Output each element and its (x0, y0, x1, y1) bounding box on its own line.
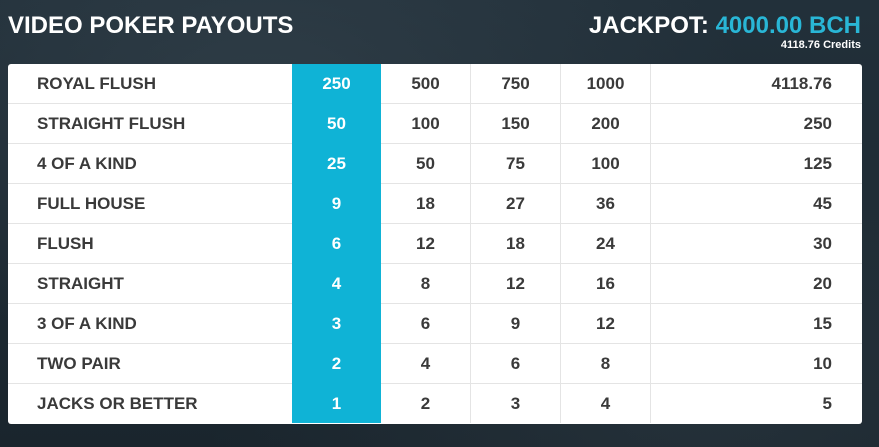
payout-cell: 500 (381, 64, 471, 104)
hand-name: STRAIGHT FLUSH (8, 103, 292, 144)
payout-cell: 12 (560, 303, 651, 344)
jackpot-display: JACKPOT: 4000.00 BCH 4118.76 Credits (589, 12, 861, 51)
hand-name: FLUSH (8, 223, 292, 264)
payout-active-cell: 1 (292, 383, 381, 423)
payout-cell: 8 (560, 343, 651, 384)
payout-max-cell: 250 (650, 103, 862, 144)
payout-max-cell: 5 (822, 393, 832, 413)
payout-cell: 6 (381, 303, 471, 344)
payout-cell: 100 (381, 103, 471, 144)
payout-cell: 3 (470, 383, 561, 423)
page-title: VIDEO POKER PAYOUTS (8, 12, 294, 39)
paytable-row: JACKS OR BETTER 1 2 3 4 5 (8, 383, 862, 423)
payout-cell: 24 (560, 223, 651, 264)
hand-name: 3 OF A KIND (8, 303, 292, 344)
payout-cell: 6 (470, 343, 561, 384)
jackpot-label: JACKPOT: (588, 12, 709, 39)
payout-cell: 1000 (560, 64, 651, 104)
payout-max-cell: 15 (650, 303, 862, 344)
jackpot-line: JACKPOT: 4000.00 BCH (589, 12, 861, 40)
payout-max-cell: 45 (650, 183, 862, 224)
payout-max-cell: 4118.76 (650, 64, 862, 104)
payout-cell: 750 (470, 64, 561, 104)
payout-active-cell: 3 (292, 303, 381, 344)
payout-cell: 2 (381, 383, 471, 423)
paytable-panel: ROYAL FLUSH 250 500 750 1000 4118.76 STRAIGHT … (8, 64, 862, 424)
hand-name: STRAIGHT (8, 263, 292, 304)
payout-cell: 12 (470, 263, 561, 304)
paytable-row: FULL HOUSE 9 18 27 36 45 (8, 183, 862, 224)
payout-active-cell: 9 (292, 183, 381, 224)
payout-cell: 18 (381, 183, 471, 224)
hand-name: 4 OF A KIND (8, 143, 292, 184)
payout-active-cell: 250 (292, 64, 381, 104)
payout-cell: 27 (470, 183, 561, 224)
payout-cell: 50 (381, 143, 471, 184)
jackpot-credits: 4118.76 Credits (780, 39, 861, 51)
paytable: ROYAL FLUSH 250 500 750 1000 4118.76 STRAIGHT … (8, 64, 862, 423)
paytable-row: FLUSH 6 12 18 24 30 (8, 223, 862, 264)
payout-max-cell: 125 (650, 143, 862, 184)
payout-cell: 75 (470, 143, 561, 184)
payout-cell: 12 (381, 223, 471, 264)
payout-max-cell: 30 (650, 223, 862, 264)
paytable-row: 4 OF A KIND 25 50 75 100 125 (8, 143, 862, 184)
hand-name: TWO PAIR (8, 343, 292, 384)
payout-cell: 36 (560, 183, 651, 224)
payout-cell: 150 (470, 103, 561, 144)
payout-max-cell: 10 (650, 343, 862, 384)
paytable-row: STRAIGHT 4 8 12 16 20 (8, 263, 862, 304)
payout-cell: 16 (560, 263, 651, 304)
payout-cell: 200 (560, 103, 651, 144)
payout-active-cell: 6 (292, 223, 381, 264)
paytable-row: 3 OF A KIND 3 6 9 12 15 (8, 303, 862, 344)
hand-name: JACKS OR BETTER (37, 393, 198, 413)
paytable-row: ROYAL FLUSH 250 500 750 1000 4118.76 (8, 64, 862, 104)
payout-cell: 4 (381, 343, 471, 384)
payout-active-cell: 25 (292, 143, 381, 184)
payout-cell: 4 (560, 383, 651, 423)
payout-cell: 9 (470, 303, 561, 344)
payout-active-cell: 50 (292, 103, 381, 144)
payout-cell: 100 (560, 143, 651, 184)
jackpot-value: 4000.00 BCH (715, 12, 861, 39)
payout-cell: 8 (381, 263, 471, 304)
paytable-row: STRAIGHT FLUSH 50 100 150 200 250 (8, 103, 862, 144)
paytable-row: TWO PAIR 2 4 6 8 10 (8, 343, 862, 384)
payout-active-cell: 4 (292, 263, 381, 304)
paytable-body: ROYAL FLUSH 250 500 750 1000 4118.76 STRAIGHT … (8, 64, 862, 423)
payout-active-cell: 2 (292, 343, 381, 384)
hand-name: ROYAL FLUSH (8, 64, 292, 104)
hand-name: FULL HOUSE (8, 183, 292, 224)
payout-max-cell: 20 (650, 263, 862, 304)
payout-cell: 18 (470, 223, 561, 264)
